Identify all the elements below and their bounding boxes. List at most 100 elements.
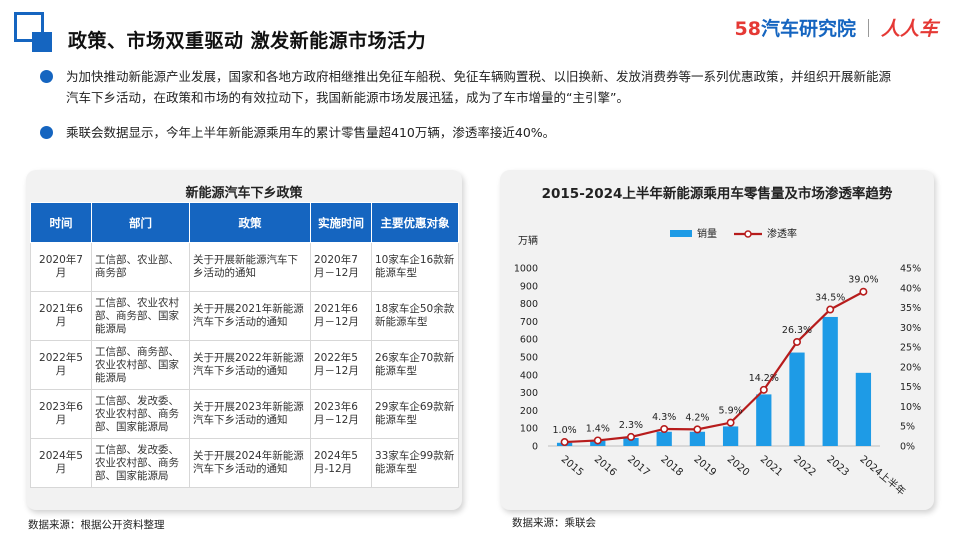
y2-tick-label: 45% xyxy=(900,264,921,275)
x-tick-label: 2017 xyxy=(625,454,652,479)
brand-58-logo: 58汽车研究院 xyxy=(734,18,856,40)
line-point xyxy=(627,432,636,441)
line-point xyxy=(792,337,801,346)
bullet-dot-icon xyxy=(40,126,53,139)
col-header-beneficiaries: 主要优惠对象 xyxy=(371,202,459,243)
cell-period: 2024年5月-12月 xyxy=(310,438,372,488)
policy-table-panel: 新能源汽车下乡政策 时间 部门 政策 实施时间 主要优惠对象 2020年7月 工… xyxy=(26,170,462,510)
table-row: 2024年5月 工信部、发改委、农业农村部、商务部、国家能源局 关于开展2024… xyxy=(30,438,459,488)
bullet-text: 乘联会数据显示，今年上半年新能源乘用车的累计零售量超410万辆，渗透率接近40%… xyxy=(66,125,556,140)
bar xyxy=(623,437,639,446)
cell-beneficiaries: 33家车企99款新能源车型 xyxy=(371,438,459,488)
x-tick-label: 2015 xyxy=(559,454,586,479)
cell-policy: 关于开展2023年新能源汽车下乡活动的通知 xyxy=(189,389,311,439)
y2-tick-label: 15% xyxy=(900,382,921,393)
line-point xyxy=(759,385,768,394)
y-axis-unit-label: 万辆 xyxy=(518,234,538,247)
cell-department: 工信部、农业部、商务部 xyxy=(91,242,190,292)
bar xyxy=(656,431,672,446)
y2-tick-label: 0% xyxy=(900,442,915,453)
cell-beneficiaries: 10家车企16款新能源车型 xyxy=(371,242,459,292)
y-tick-label: 400 xyxy=(520,370,538,381)
y-tick-label: 300 xyxy=(520,388,538,399)
legend-label: 渗透率 xyxy=(767,227,797,240)
col-header-department: 部门 xyxy=(91,202,190,243)
data-label: 39.0% xyxy=(848,275,878,286)
bar xyxy=(689,431,706,446)
col-header-policy: 政策 xyxy=(189,202,311,243)
col-header-time: 时间 xyxy=(30,202,92,243)
bar xyxy=(756,394,772,446)
brand-divider xyxy=(867,18,869,37)
bullet-dot-icon xyxy=(40,70,53,83)
cell-department: 工信部、商务部、农业农村部、国家能源局 xyxy=(91,340,190,390)
legend-label: 销量 xyxy=(697,227,717,240)
x-tick-label: 2019 xyxy=(691,454,718,479)
table-row: 2021年6月 工信部、农业农村部、商务部、国家能源局 关于开展2021年新能源… xyxy=(30,291,459,341)
cell-department: 工信部、发改委、农业农村部、商务部、国家能源局 xyxy=(91,389,190,439)
cell-policy: 关于开展2024年新能源汽车下乡活动的通知 xyxy=(189,438,311,488)
table-row: 2020年7月 工信部、农业部、商务部 关于开展新能源汽车下乡活动的通知 202… xyxy=(30,242,459,292)
bullet-text: 为加快推动新能源产业发展，国家和各地方政府相继推出免征车船税、免征车辆购置税、以… xyxy=(66,69,892,105)
col-header-effective-period: 实施时间 xyxy=(310,202,372,243)
y-tick-label: 900 xyxy=(520,281,538,292)
y-tick-label: 200 xyxy=(520,406,538,417)
logo-mark xyxy=(14,12,54,54)
chart-svg: 万辆 0 100 200 300 400 500 600 700 800 900 1000 0% 5% 10… xyxy=(514,227,921,498)
y2-tick-label: 25% xyxy=(900,343,921,354)
cell-time: 2022年5月 xyxy=(30,340,92,390)
chart-panel xyxy=(500,170,934,510)
x-tick-label: 2021 xyxy=(758,454,785,479)
table-row: 2022年5月 工信部、商务部、农业农村部、国家能源局 关于开展2022年新能源… xyxy=(30,340,459,390)
cell-department: 工信部、农业农村部、商务部、国家能源局 xyxy=(91,291,190,341)
table-header-row: 时间 部门 政策 实施时间 主要优惠对象 xyxy=(30,202,459,243)
cell-policy: 关于开展新能源汽车下乡活动的通知 xyxy=(189,242,311,292)
legend-swatch-bar xyxy=(670,230,692,237)
cell-period: 2022年5月－12月 xyxy=(310,340,372,390)
bullet-policy: 为加快推动新能源产业发展，国家和各地方政府相继推出免征车船税、免征车辆购置税、以… xyxy=(40,66,900,108)
y2-tick-label: 40% xyxy=(900,283,921,294)
data-label: 1.0% xyxy=(553,425,577,436)
y2-tick-label: 20% xyxy=(900,362,921,373)
cell-policy: 关于开展2021年新能源汽车下乡活动的通知 xyxy=(189,291,311,341)
data-label: 34.5% xyxy=(815,293,845,304)
data-label: 1.4% xyxy=(586,423,610,434)
chart-source-note: 数据来源：乘联会 xyxy=(512,517,596,529)
cell-policy: 关于开展2022年新能源汽车下乡活动的通知 xyxy=(189,340,311,390)
y-tick-label: 700 xyxy=(520,317,538,328)
x-tick-label: 2023 xyxy=(824,454,851,479)
bullet-stat: 乘联会数据显示，今年上半年新能源乘用车的累计零售量超410万辆，渗透率接近40%… xyxy=(40,122,900,143)
page-title: 政策、市场双重驱动 激发新能源市场活力 xyxy=(68,30,427,52)
brand-renrenche-logo: 人人车 xyxy=(880,18,938,40)
brand-logo: 58汽车研究院 人人车 xyxy=(735,14,938,41)
cell-time: 2023年6月 xyxy=(30,389,92,439)
data-label: 4.3% xyxy=(652,412,676,423)
data-label: 5.9% xyxy=(719,406,743,417)
cell-beneficiaries: 26家车企70款新能源车型 xyxy=(371,340,459,390)
line-point xyxy=(593,436,602,445)
cell-department: 工信部、发改委、农业农村部、商务部、国家能源局 xyxy=(91,438,190,488)
x-tick-label: 2024上半年 xyxy=(857,452,908,498)
legend-swatch-marker xyxy=(744,230,752,238)
policy-table-title: 新能源汽车下乡政策 xyxy=(185,186,303,201)
data-label: 2.3% xyxy=(619,420,643,431)
data-label: 26.3% xyxy=(782,325,812,336)
line-point xyxy=(726,418,735,427)
cell-beneficiaries: 18家车企50余款新能源车型 xyxy=(371,291,459,341)
y2-tick-label: 5% xyxy=(900,422,915,433)
line-point xyxy=(859,287,868,296)
data-label: 14.2% xyxy=(749,373,779,384)
y-tick-label: 800 xyxy=(520,299,538,310)
chart-title: 2015-2024上半年新能源乘用车零售量及市场渗透率趋势 xyxy=(541,186,893,202)
x-tick-label: 2020 xyxy=(725,454,752,479)
cell-beneficiaries: 29家车企69款新能源车型 xyxy=(371,389,459,439)
policy-table: 时间 部门 政策 实施时间 主要优惠对象 2020年7月 工信部、农业部、商务部… xyxy=(30,202,459,488)
y2-tick-label: 35% xyxy=(900,303,921,314)
x-tick-label: 2016 xyxy=(592,454,619,479)
cell-time: 2021年6月 xyxy=(30,291,92,341)
table-source-note: 数据来源：根据公开资料整理 xyxy=(28,519,165,531)
cell-period: 2020年7月－12月 xyxy=(310,242,372,292)
bar xyxy=(789,352,805,446)
x-tick-label: 2022 xyxy=(791,454,818,479)
data-label: 4.2% xyxy=(685,412,709,423)
